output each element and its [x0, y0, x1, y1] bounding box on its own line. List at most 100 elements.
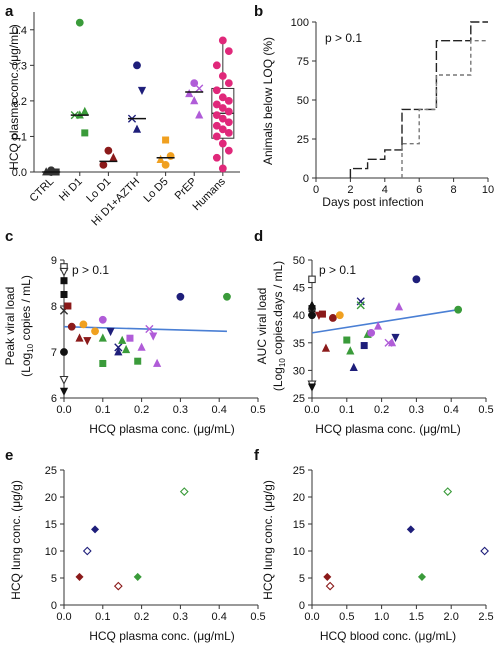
panel-b-annotation: p > 0.1 — [325, 31, 362, 45]
panel-a-point — [195, 84, 204, 93]
panel-label-c: c — [5, 228, 13, 245]
panel-d-y-tick-label: 40 — [293, 310, 305, 322]
panel-d-x-tick-label: 0.2 — [374, 404, 389, 416]
panel-a-point — [133, 61, 141, 70]
panel-c-point — [153, 358, 162, 367]
panel-a-category-label: PrEP — [173, 176, 200, 203]
panel-a-point — [161, 160, 170, 169]
panel-a-chart: HCQ plasma conc. (μg/mL) 0.0 0.1 0.2 0.3 0.4… — [7, 12, 240, 228]
panel-a-point — [212, 111, 221, 120]
panel-c-point — [67, 322, 76, 331]
panel-b-y-tick-label: 75 — [297, 56, 309, 68]
panel-d-point — [391, 333, 400, 343]
panel-f-point — [325, 581, 335, 591]
panel-c-y-tick-label: 8 — [51, 301, 57, 313]
panel-c-y-tick-label: 6 — [51, 393, 57, 405]
panel-a-point — [132, 124, 142, 133]
panel-e-x-tick-label: 0.0 — [56, 611, 71, 623]
panel-d-point — [360, 342, 368, 350]
panel-a-category-label: Lo D5 — [141, 176, 170, 205]
panel-a-y-tick-label: 0.1 — [12, 131, 27, 143]
panel-f-x-tick-label: 1.0 — [374, 611, 389, 623]
panel-c-point — [64, 302, 72, 310]
panel-c-point — [91, 327, 99, 336]
panel-b-series-line — [349, 21, 488, 178]
panel-c-point — [75, 333, 84, 342]
panel-c-point — [59, 387, 69, 396]
panel-c-x-tick-label: 0.3 — [173, 404, 188, 416]
panel-c-point — [99, 359, 107, 367]
panel-b-y-tick-label: 100 — [291, 17, 309, 29]
panel-a-y-tick-label: 0.4 — [12, 25, 27, 37]
panel-d-y-tick-label: 30 — [293, 365, 305, 377]
panel-e-x-tick-label: 0.4 — [212, 611, 227, 623]
panel-f-y-tick-label: 10 — [293, 546, 305, 558]
panel-c-point — [98, 315, 107, 324]
panel-b-y-tick-label: 25 — [297, 134, 309, 146]
panel-f-ylabel: HCQ lung conc. (μg/g) — [261, 480, 275, 600]
panel-b-xlabel: Days post infection — [322, 195, 423, 209]
panel-c-point — [83, 337, 92, 346]
panel-a-point — [218, 104, 227, 112]
panel-c-point — [114, 347, 123, 356]
panel-c-x-tick-label: 0.1 — [95, 404, 110, 416]
panel-d-point — [308, 275, 316, 284]
panel-c-point — [137, 342, 146, 351]
panel-a-point — [109, 153, 118, 162]
panel-a-point — [212, 153, 221, 162]
panel-a-point — [212, 100, 221, 109]
panel-c-point — [59, 267, 69, 277]
panel-d-y-tick-label: 35 — [293, 338, 305, 350]
panel-e-point — [82, 546, 92, 556]
panel-c-x-tick-label: 0.4 — [212, 404, 227, 416]
panel-d-y-tick-label: 25 — [293, 393, 305, 405]
panel-e-x-tick-label: 0.1 — [95, 611, 110, 623]
panel-d-point — [318, 310, 326, 318]
panel-a-point — [224, 96, 233, 105]
panel-d-point — [335, 311, 344, 320]
panel-c-x-tick-label: 0.0 — [56, 404, 71, 416]
panel-e-point — [75, 572, 84, 581]
panel-d-y-tick-label: 45 — [293, 283, 305, 295]
panel-e-y-tick-label: 20 — [45, 492, 57, 504]
panel-d-trend-line — [311, 308, 459, 334]
panel-a-point — [218, 114, 227, 123]
panel-a-point — [75, 18, 84, 27]
panel-a-point — [137, 86, 147, 95]
panel-d-point — [321, 343, 331, 352]
panel-f-xlabel: HCQ blood conc. (μg/mL) — [320, 629, 456, 643]
panel-c-point — [98, 333, 107, 342]
panel-a-y-tick-label: 0.0 — [12, 167, 27, 179]
panel-c-chart: p > 0.1 HCQ plasma conc. (μg/mL) Peak vi… — [3, 255, 266, 436]
panel-f-point — [443, 487, 453, 496]
panel-f-y-tick-label: 15 — [293, 519, 305, 531]
panel-label-d: d — [254, 228, 263, 245]
panel-c-point — [126, 334, 134, 342]
panel-e-x-tick-label: 0.2 — [134, 611, 149, 623]
panel-f-x-tick-label: 0.0 — [304, 611, 319, 623]
panel-d-point — [367, 328, 376, 337]
panel-e-x-tick-label: 0.5 — [250, 611, 265, 623]
panel-a-point — [80, 106, 89, 115]
panel-c-x-tick-label: 0.2 — [134, 404, 149, 416]
panel-c-point — [59, 375, 69, 385]
panel-b-x-tick-label: 10 — [482, 184, 494, 196]
panel-a-point — [212, 121, 221, 130]
panel-b-y-tick-label: 50 — [297, 95, 309, 107]
panel-b-ylabel: Animals below LOQ (%) — [261, 37, 275, 165]
panel-e-point — [91, 525, 100, 534]
panel-c-point — [149, 332, 158, 341]
panel-a-category-label: CTRL — [27, 176, 56, 205]
panel-b-y-tick-label: 0 — [303, 173, 309, 185]
panel-a-point — [156, 154, 165, 163]
panel-e-y-tick-label: 5 — [51, 573, 57, 585]
panel-f-y-tick-label: 5 — [299, 573, 305, 585]
panel-e-x-tick-label: 0.3 — [173, 611, 188, 623]
panel-f-x-tick-label: 0.5 — [339, 611, 354, 623]
panel-a-point — [224, 107, 233, 116]
panel-d-point — [308, 311, 316, 320]
panel-c-point — [79, 320, 88, 329]
panel-b-chart: p > 0.1 Days post infection Animals belo… — [261, 17, 494, 209]
panel-label-f: f — [254, 447, 260, 464]
